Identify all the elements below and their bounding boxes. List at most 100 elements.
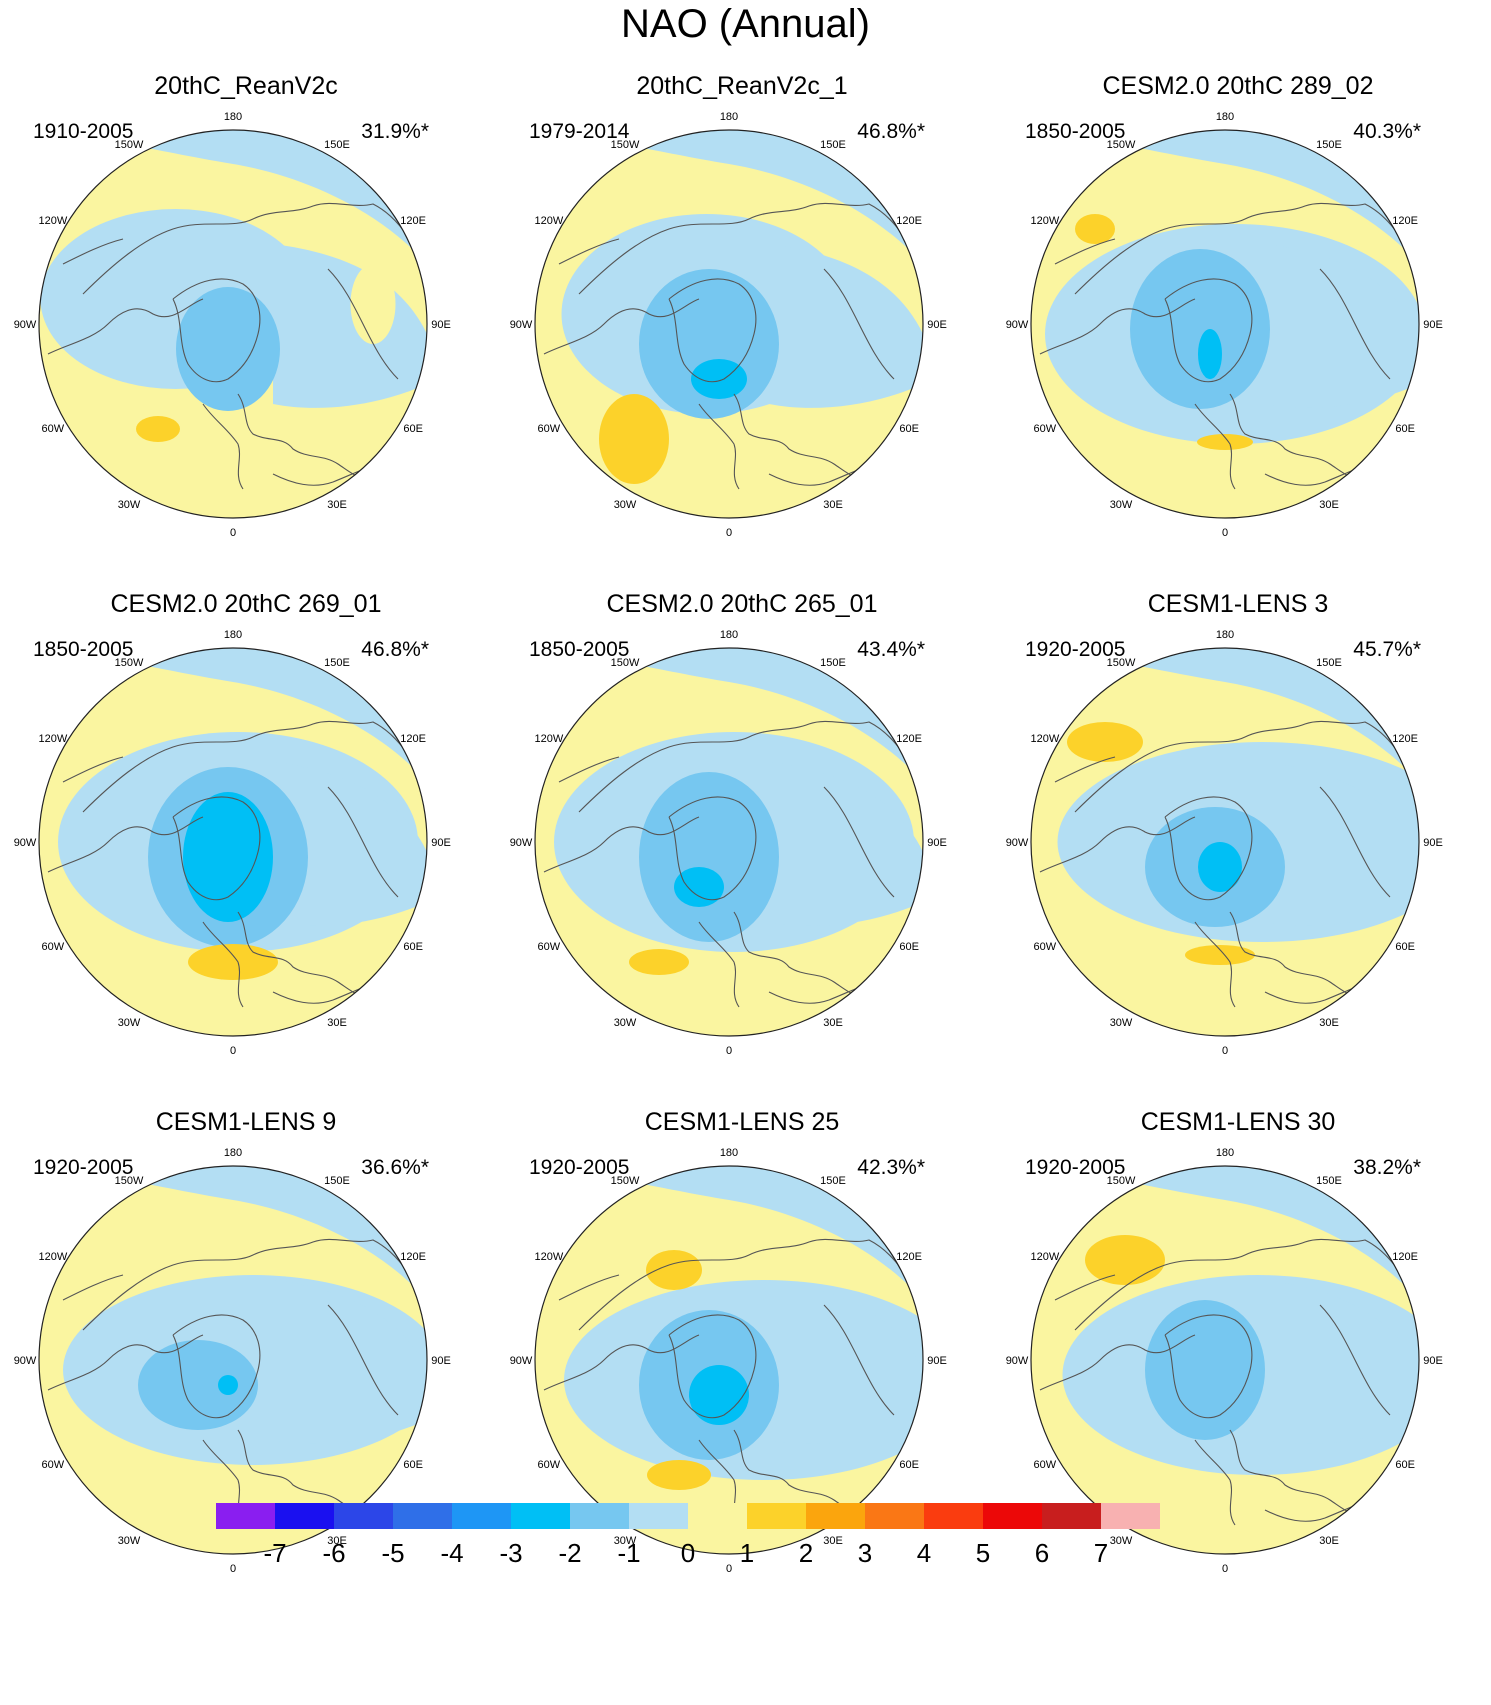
longitude-label: 120E xyxy=(896,215,922,227)
longitude-label: 120E xyxy=(1392,733,1418,745)
longitude-label: 120E xyxy=(400,215,426,227)
minus2-anomaly-region xyxy=(691,359,747,399)
longitude-label: 60E xyxy=(403,941,423,953)
negative-anomaly-region xyxy=(769,244,923,408)
coastlines xyxy=(1039,202,1411,490)
longitude-label: 90E xyxy=(1423,319,1443,331)
longitude-label: 90W xyxy=(14,837,37,849)
figure-title: NAO (Annual) xyxy=(621,2,870,46)
longitude-label: 150W xyxy=(1107,1175,1136,1187)
longitude-label: 30E xyxy=(823,1017,843,1029)
longitude-label: 120W xyxy=(1030,215,1059,227)
coastlines xyxy=(47,202,419,490)
longitude-label: 150E xyxy=(820,657,846,669)
minus2-anomaly-region xyxy=(1198,842,1242,892)
map-boundary xyxy=(1030,647,1420,1037)
negative-anomaly-region xyxy=(273,244,427,408)
panel-variance: 31.9%* xyxy=(361,120,429,143)
panel-title: CESM1-LENS 3 xyxy=(1147,590,1329,618)
map-panel: CESM1-LENS 9 1920-2005 36.6%* 180 150E 120… xyxy=(11,1108,481,1628)
longitude-label: 180 xyxy=(224,629,242,641)
longitude-label: 120E xyxy=(400,733,426,745)
map-boundary xyxy=(38,1165,428,1555)
plus1-anomaly-region xyxy=(188,944,278,980)
plus1-anomaly-region xyxy=(136,416,180,442)
longitude-label: 90W xyxy=(1006,837,1029,849)
map-panel: CESM2.0 20thC 265_01 1850-2005 43.4%* 18… xyxy=(507,590,977,1110)
longitude-label: 0 xyxy=(726,1563,732,1575)
panel-period: 1920-2005 xyxy=(1025,1156,1126,1179)
map-boundary xyxy=(534,647,924,1037)
negative-anomaly-region xyxy=(769,1280,923,1444)
panel-period: 1850-2005 xyxy=(1025,120,1126,143)
map-panel: CESM1-LENS 3 1920-2005 45.7%* 180 150E 120… xyxy=(1003,590,1473,1110)
minus2-anomaly-region xyxy=(218,1375,238,1395)
polar-map: 180 150E 120E 90E 60E 30E 0 30W 60W 90W 120W 150W xyxy=(510,629,947,1057)
panel-title: CESM1-LENS 25 xyxy=(644,1108,840,1136)
longitude-label: 60W xyxy=(1034,941,1057,953)
longitude-label: 120E xyxy=(1392,1251,1418,1263)
longitude-label: 150E xyxy=(820,1175,846,1187)
plus1-anomaly-region xyxy=(1085,1235,1165,1285)
negative-anomaly-region xyxy=(273,1280,427,1444)
negative-anomaly-region xyxy=(535,130,923,264)
longitude-label: 90W xyxy=(1006,1355,1029,1367)
longitude-label: 60E xyxy=(899,941,919,953)
polar-map: 180 150E 120E 90E 60E 30E 0 30W 60W 90W 120W 150W xyxy=(510,111,947,539)
longitude-label: 60W xyxy=(1034,1459,1057,1471)
longitude-label: 90W xyxy=(14,1355,37,1367)
longitude-label: 180 xyxy=(1216,629,1234,641)
map-panel: CESM2.0 20thC 269_01 1850-2005 46.8%* 18… xyxy=(11,590,481,1110)
longitude-label: 180 xyxy=(1216,1147,1234,1159)
panel-period: 1920-2005 xyxy=(529,1156,630,1179)
longitude-label: 60E xyxy=(899,1459,919,1471)
longitude-label: 60W xyxy=(42,423,65,435)
longitude-label: 30E xyxy=(327,499,347,511)
panel-title: 20thC_ReanV2c_1 xyxy=(636,72,848,100)
longitude-label: 90E xyxy=(431,319,451,331)
longitude-label: 150E xyxy=(324,1175,350,1187)
negative-anomaly-region xyxy=(535,1166,923,1300)
panel-period: 1920-2005 xyxy=(1025,638,1126,661)
longitude-label: 90E xyxy=(1423,837,1443,849)
polar-map: 180 150E 120E 90E 60E 30E 0 30W 60W 90W 120W 150W xyxy=(14,111,451,539)
longitude-label: 120E xyxy=(400,1251,426,1263)
polar-map: 180 150E 120E 90E 60E 30E 0 30W 60W 90W 120W 150W xyxy=(510,1147,947,1575)
negative-anomaly-region xyxy=(1031,130,1419,264)
longitude-label: 90E xyxy=(927,837,947,849)
longitude-label: 0 xyxy=(726,527,732,539)
longitude-label: 150W xyxy=(115,1175,144,1187)
minus1-anomaly-region xyxy=(639,772,779,942)
longitude-label: 60W xyxy=(1034,423,1057,435)
longitude-label: 120W xyxy=(38,215,67,227)
longitude-label: 180 xyxy=(1216,111,1234,123)
panel-variance: 45.7%* xyxy=(1353,638,1421,661)
longitude-label: 90W xyxy=(14,319,37,331)
longitude-label: 30W xyxy=(1110,1017,1133,1029)
longitude-label: 120W xyxy=(534,1251,563,1263)
plus1-anomaly-region xyxy=(1197,434,1253,450)
longitude-label: 30W xyxy=(1110,1535,1133,1547)
panel-variance: 42.3%* xyxy=(857,1156,925,1179)
negative-anomaly-region xyxy=(1265,244,1419,408)
longitude-label: 30E xyxy=(1319,1535,1339,1547)
longitude-label: 60W xyxy=(42,941,65,953)
map-panel: CESM2.0 20thC 289_02 1850-2005 40.3%* 18… xyxy=(1003,72,1473,592)
panel-variance: 36.6%* xyxy=(361,1156,429,1179)
minus2-anomaly-region xyxy=(674,867,724,907)
longitude-label: 150W xyxy=(115,139,144,151)
longitude-label: 60E xyxy=(1395,941,1415,953)
longitude-label: 150E xyxy=(820,139,846,151)
panel-variance: 46.8%* xyxy=(361,638,429,661)
longitude-label: 150E xyxy=(1316,657,1342,669)
polar-map: 180 150E 120E 90E 60E 30E 0 30W 60W 90W 120W 150W xyxy=(1006,1147,1443,1575)
longitude-label: 0 xyxy=(230,527,236,539)
longitude-label: 60W xyxy=(42,1459,65,1471)
longitude-label: 150W xyxy=(611,1175,640,1187)
longitude-label: 30E xyxy=(327,1535,347,1547)
minus2-anomaly-region xyxy=(1198,329,1222,379)
longitude-label: 150E xyxy=(1316,1175,1342,1187)
minus1-anomaly-region xyxy=(138,1340,258,1430)
longitude-label: 180 xyxy=(720,629,738,641)
longitude-label: 180 xyxy=(720,1147,738,1159)
